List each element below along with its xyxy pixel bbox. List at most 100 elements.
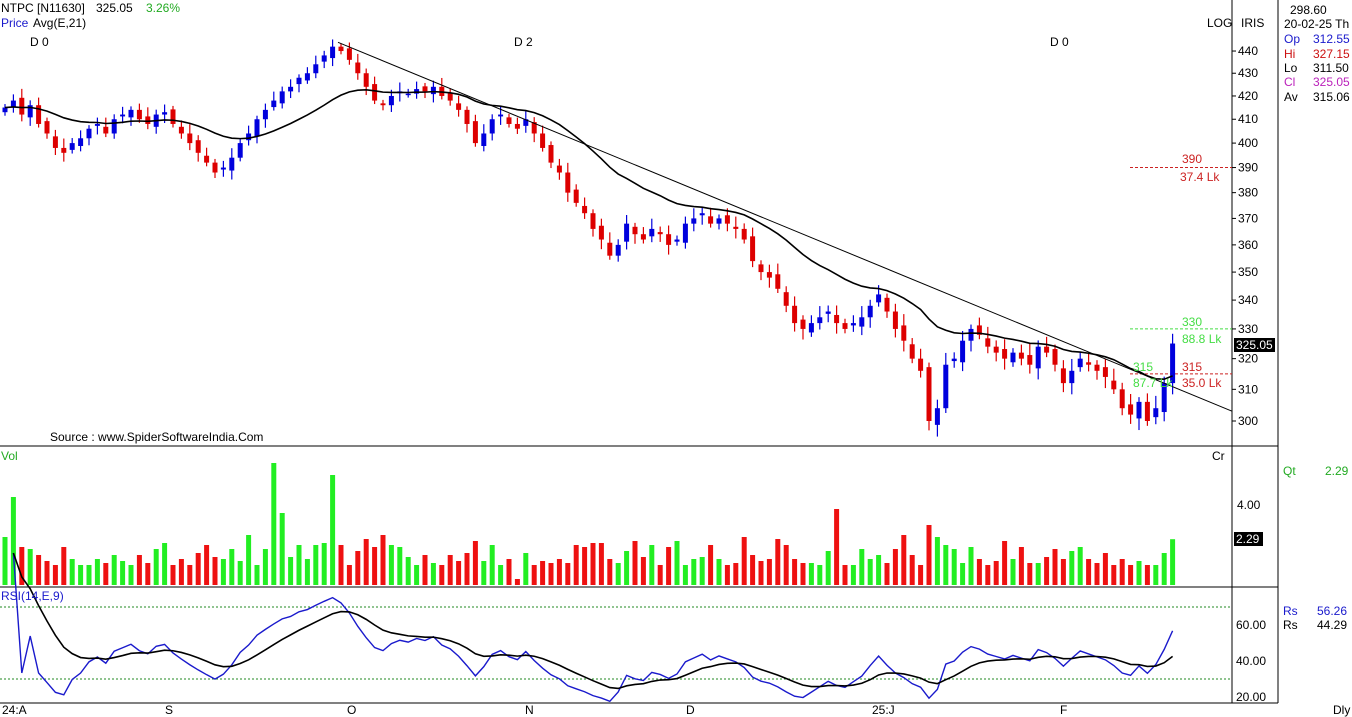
candle <box>825 311 831 314</box>
candle <box>430 86 436 95</box>
volume-bar <box>296 545 302 585</box>
price-tick-label: 400 <box>1238 136 1258 150</box>
candle <box>464 109 470 124</box>
volume-bar <box>976 559 982 585</box>
candle <box>934 408 940 425</box>
header-change: 3.26% <box>146 1 181 15</box>
candle <box>699 213 705 216</box>
volume-bar <box>1144 565 1150 585</box>
x-tick-label: O <box>347 703 356 717</box>
period-daily[interactable]: Dly <box>1333 703 1351 717</box>
price-tick-label: 370 <box>1238 211 1258 225</box>
candle <box>481 133 487 147</box>
volume-bar <box>237 561 243 585</box>
price-tick-label: 430 <box>1238 66 1258 80</box>
trendline <box>337 41 1233 412</box>
candle <box>817 317 823 324</box>
volume-bar <box>514 579 520 585</box>
volume-bar <box>901 535 907 585</box>
candle <box>632 226 638 235</box>
volume-bar <box>1119 559 1125 585</box>
volume-bar <box>783 545 789 585</box>
qty-label: Qt <box>1283 464 1296 478</box>
info-date: 20-02-25 Th <box>1284 17 1350 31</box>
candle <box>859 317 865 327</box>
volume-bar <box>691 559 697 585</box>
candle <box>1060 368 1066 384</box>
candle <box>313 64 319 74</box>
candle <box>27 105 33 118</box>
volume-bar <box>220 559 226 585</box>
volume-bar <box>489 545 495 585</box>
volume-bar <box>288 557 294 585</box>
rsi-line <box>12 552 1174 703</box>
volume-bar <box>1161 553 1167 585</box>
volume-bar <box>447 555 453 585</box>
info-top: 298.60 <box>1290 3 1327 17</box>
volume-bar <box>556 559 562 585</box>
price-tick-label: 440 <box>1238 44 1258 58</box>
volume-bar <box>850 565 856 585</box>
candle <box>456 103 462 110</box>
volume-tick-4: 4.00 <box>1237 498 1261 512</box>
level-315-red: 315 <box>1182 360 1203 374</box>
volume-bar <box>153 549 159 585</box>
volume-bar <box>682 565 688 585</box>
candle <box>649 228 655 237</box>
candle <box>573 189 579 203</box>
candle <box>52 136 58 148</box>
qty-value: 2.29 <box>1325 464 1349 478</box>
volume-bar <box>733 563 739 585</box>
candle <box>220 167 226 170</box>
volume-bar <box>145 563 151 585</box>
level-390: 390 <box>1182 152 1203 166</box>
volume-bar <box>120 561 126 585</box>
candle <box>666 234 672 245</box>
candle <box>1069 370 1075 384</box>
candle <box>355 62 361 74</box>
volume-bar <box>741 537 747 585</box>
candle <box>884 297 890 312</box>
volume-bar <box>1111 565 1117 585</box>
price-label: Price <box>1 16 29 30</box>
volume-bar <box>10 497 16 585</box>
volume-bar <box>262 549 268 585</box>
volume-bar <box>825 551 831 585</box>
volume-bar <box>405 557 411 585</box>
candle <box>1018 352 1024 359</box>
volume-bar <box>187 565 193 585</box>
candle <box>876 294 882 303</box>
info-open-label: Op <box>1284 32 1301 46</box>
candle <box>330 46 336 59</box>
price-tick-label: 340 <box>1238 293 1258 307</box>
volume-bar <box>481 561 487 585</box>
volume-bar <box>657 565 663 585</box>
volume-bar <box>94 559 100 585</box>
volume-bar <box>439 565 445 585</box>
volume-bar <box>422 555 428 585</box>
candle <box>1086 362 1092 365</box>
volume-bar <box>523 553 529 585</box>
volume-bar <box>867 559 873 585</box>
scale-log-toggle[interactable]: LOG <box>1207 16 1233 30</box>
candle <box>422 86 428 92</box>
candle <box>691 218 697 224</box>
volume-bar <box>724 565 730 585</box>
volume-bar <box>1086 559 1092 585</box>
candle <box>615 244 621 256</box>
volume-bar <box>254 565 260 585</box>
candle <box>741 228 747 240</box>
candle <box>657 232 663 235</box>
candle <box>842 323 848 329</box>
candle <box>204 155 210 163</box>
candle <box>1027 355 1033 365</box>
candle <box>338 46 344 52</box>
volume-bar <box>1170 539 1176 585</box>
volume-bar <box>573 545 579 585</box>
volume-bar <box>993 561 999 585</box>
marker-d0: D 0 <box>30 35 49 49</box>
volume-bar <box>548 563 554 585</box>
info-high-label: Hi <box>1284 47 1296 61</box>
candle <box>195 140 201 153</box>
